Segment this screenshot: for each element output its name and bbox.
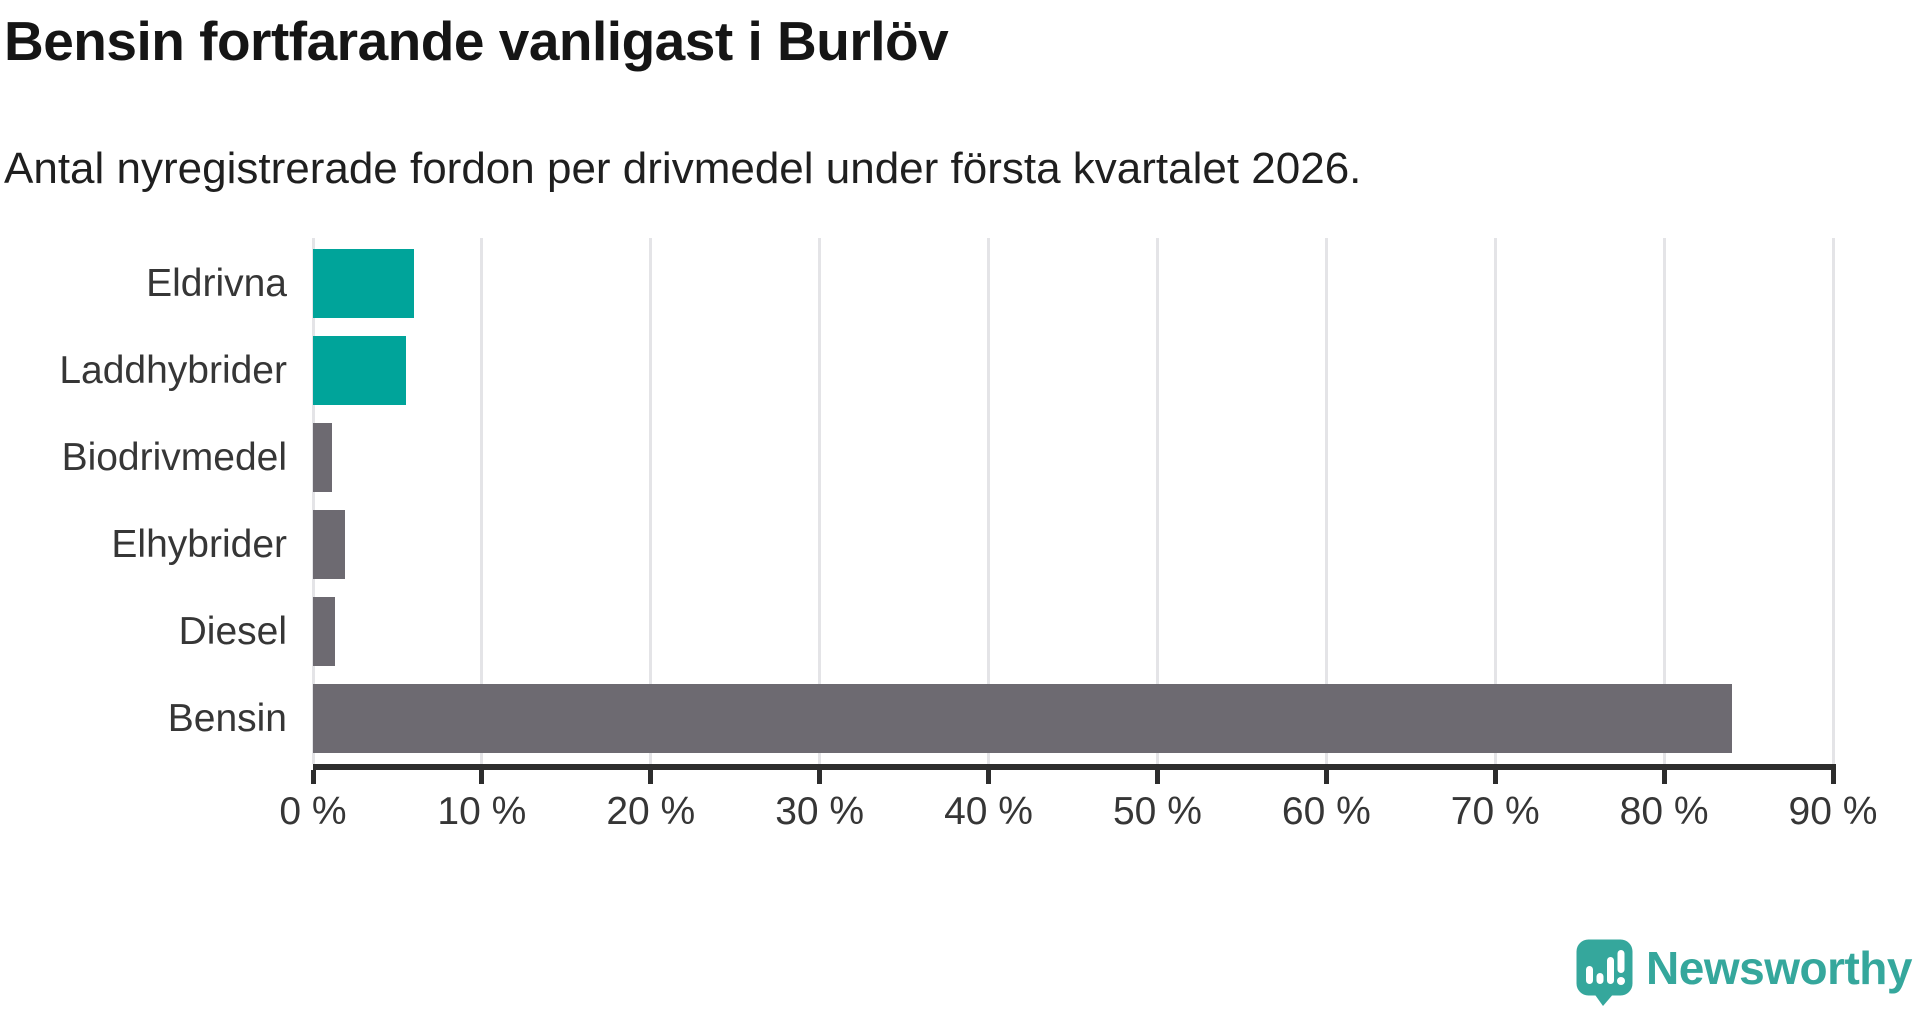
y-label-eldrivna: Eldrivna bbox=[146, 262, 287, 305]
gridline-20 bbox=[649, 238, 653, 764]
x-tick-20 bbox=[648, 770, 654, 784]
x-tick-label-60: 60 % bbox=[1281, 790, 1371, 833]
x-tick-50 bbox=[1154, 770, 1160, 784]
page-title: Bensin fortfarande vanligast i Burlöv bbox=[4, 10, 949, 72]
brand-footer: Newsworthy bbox=[1576, 939, 1912, 1006]
gridline-80 bbox=[1662, 238, 1666, 764]
chart-subtitle: Antal nyregistrerade fordon per drivmede… bbox=[4, 144, 1362, 193]
bar-bensin bbox=[313, 684, 1732, 753]
y-label-biodrivmedel: Biodrivmedel bbox=[61, 436, 287, 479]
y-label-laddhybrider: Laddhybrider bbox=[59, 349, 287, 392]
x-tick-label-30: 30 % bbox=[775, 790, 865, 833]
gridline-60 bbox=[1324, 238, 1328, 764]
x-axis-line bbox=[313, 764, 1836, 770]
y-label-diesel: Diesel bbox=[178, 610, 287, 653]
x-tick-70 bbox=[1492, 770, 1498, 784]
x-tick-30 bbox=[817, 770, 823, 784]
x-tick-label-0: 0 % bbox=[279, 790, 347, 833]
gridline-10 bbox=[480, 238, 484, 764]
bar-diesel bbox=[313, 597, 335, 666]
x-tick-label-80: 80 % bbox=[1619, 790, 1709, 833]
x-tick-label-70: 70 % bbox=[1450, 790, 1540, 833]
x-tick-60 bbox=[1323, 770, 1329, 784]
y-axis-labels: Eldrivna Laddhybrider Biodrivmedel Elhybrid… bbox=[0, 238, 295, 764]
x-tick-label-20: 20 % bbox=[606, 790, 696, 833]
x-tick-0 bbox=[310, 770, 316, 784]
bar-laddhybrider bbox=[313, 336, 406, 405]
gridline-0 bbox=[311, 238, 315, 764]
x-tick-90 bbox=[1830, 770, 1836, 784]
x-tick-80 bbox=[1661, 770, 1667, 784]
gridline-30 bbox=[818, 238, 822, 764]
plot-area bbox=[311, 238, 1873, 764]
x-tick-label-40: 40 % bbox=[944, 790, 1033, 833]
bar-eldrivna bbox=[313, 249, 415, 318]
bar-elhybrider bbox=[313, 510, 346, 579]
gridline-90 bbox=[1831, 238, 1835, 764]
newsworthy-logo-icon bbox=[1576, 939, 1633, 1006]
brand-name: Newsworthy bbox=[1646, 941, 1912, 994]
x-tick-label-50: 50 % bbox=[1112, 790, 1202, 833]
gridline-50 bbox=[1155, 238, 1159, 764]
y-label-elhybrider: Elhybrider bbox=[111, 523, 287, 566]
x-tick-label-10: 10 % bbox=[437, 790, 527, 833]
x-tick-40 bbox=[986, 770, 992, 784]
x-tick-label-90: 90 % bbox=[1788, 790, 1878, 833]
gridline-40 bbox=[987, 238, 991, 764]
y-label-bensin: Bensin bbox=[167, 697, 287, 740]
bar-biodrivmedel bbox=[313, 423, 332, 492]
gridline-70 bbox=[1493, 238, 1497, 764]
x-tick-10 bbox=[479, 770, 485, 784]
